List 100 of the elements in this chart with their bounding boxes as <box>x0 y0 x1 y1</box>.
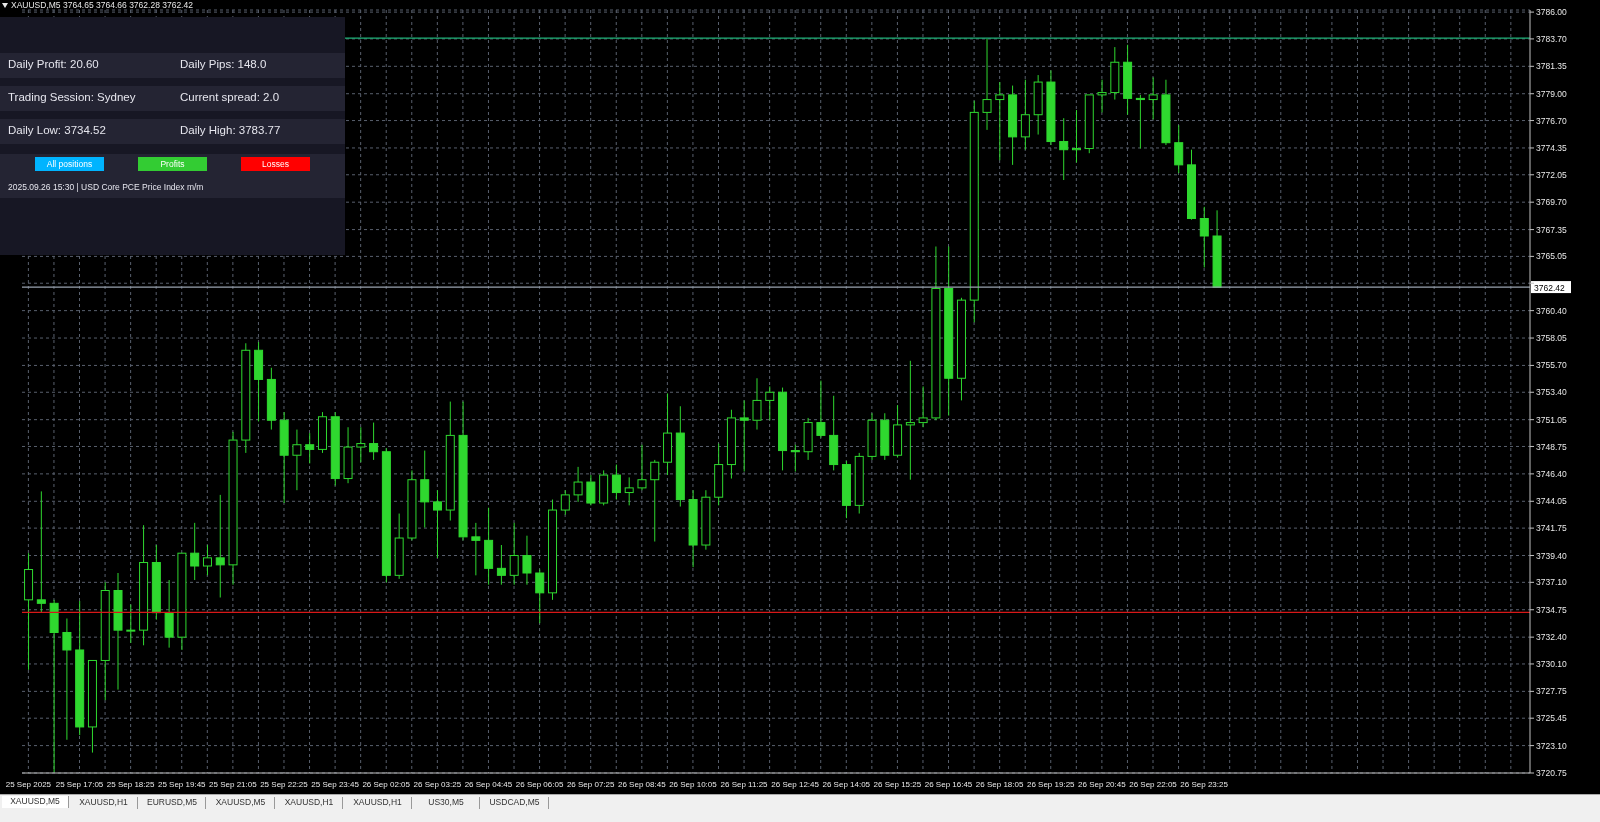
x-tick-label: 26 Sep 23:25 <box>1180 779 1229 789</box>
candlestick <box>573 466 583 503</box>
candlestick <box>995 81 1005 161</box>
annotation: Losses <box>241 157 310 171</box>
candlestick <box>496 544 506 586</box>
text: XAUUSD,M5 <box>207 797 275 809</box>
candlestick <box>611 464 621 501</box>
x-tick-label: 26 Sep 16:45 <box>924 779 973 789</box>
x-tick-label: 25 Sep 22:25 <box>260 779 309 789</box>
y-tick-label: 3746.40 <box>1536 468 1567 479</box>
y-tick-label: 3758.05 <box>1536 333 1567 344</box>
text: EURUSD,M5 <box>139 797 206 809</box>
candlestick <box>560 489 570 516</box>
y-tick-label: 3753.40 <box>1536 387 1567 398</box>
candlestick <box>62 617 72 741</box>
y-tick-label: 3755.70 <box>1536 360 1567 371</box>
y-tick-label: 3765.05 <box>1536 251 1567 262</box>
y-tick-label: 3769.70 <box>1536 197 1567 208</box>
candlestick <box>522 535 532 586</box>
text: XAUUSD,H1 <box>276 797 343 809</box>
candlestick <box>369 422 379 461</box>
x-tick-label: 26 Sep 04:45 <box>464 779 513 789</box>
candlestick <box>36 490 46 614</box>
candlestick <box>433 489 443 559</box>
y-tick-label: 3786.00 <box>1536 7 1567 18</box>
candlestick <box>982 38 992 131</box>
annotation: Current spread: 2.0 <box>180 91 280 103</box>
x-tick-label: 26 Sep 07:25 <box>566 779 616 789</box>
y-tick-label: 3767.35 <box>1536 224 1567 235</box>
candlestick <box>765 385 775 421</box>
y-tick-label: 3730.10 <box>1536 658 1567 669</box>
y-tick-label: 3783.70 <box>1536 33 1567 44</box>
x-tick-label: 26 Sep 02:05 <box>362 779 411 789</box>
candlestick <box>790 444 800 473</box>
text: XAUUSD,H1 <box>70 797 138 809</box>
y-tick-label: 3725.45 <box>1536 713 1567 724</box>
candlestick <box>918 385 928 428</box>
candlestick <box>739 399 749 473</box>
x-tick-label: 26 Sep 19:25 <box>1026 779 1076 789</box>
x-tick-label: 26 Sep 06:05 <box>515 779 564 789</box>
annotation: Daily Low: 3734.52 <box>8 124 106 136</box>
y-tick-label: 3772.05 <box>1536 169 1567 180</box>
candlestick <box>190 522 200 581</box>
y-tick-label: 3739.40 <box>1536 550 1567 561</box>
x-tick-label: 25 Sep 21:05 <box>209 779 258 789</box>
x-tick-label: 26 Sep 03:25 <box>413 779 462 789</box>
y-tick-label: 3748.75 <box>1536 441 1567 452</box>
x-tick-label: 26 Sep 11:25 <box>720 779 769 789</box>
candlestick <box>752 377 762 431</box>
candlestick <box>356 426 366 463</box>
candlestick <box>1071 109 1081 164</box>
candlestick <box>650 459 660 543</box>
y-tick-label: 3723.10 <box>1536 740 1567 751</box>
y-tick-label: 3741.75 <box>1536 523 1567 534</box>
x-tick-label: 25 Sep 17:05 <box>55 779 104 789</box>
x-tick-label: 25 Sep 2025 <box>5 779 52 789</box>
candlestick <box>586 474 596 506</box>
y-tick-label: 3779.00 <box>1536 88 1567 99</box>
annotation: 2025.09.26 15:30 | USD Core PCE Price Index m/m <box>8 182 204 192</box>
candlestick <box>1199 206 1209 268</box>
text: USDCAD,M5 <box>481 797 549 809</box>
text: XAUUSD,M5 <box>2 796 69 808</box>
candlestick <box>1135 94 1145 150</box>
x-tick-label: 26 Sep 15:25 <box>873 779 922 789</box>
candlestick <box>1059 117 1069 181</box>
ref-line-label: 3762.42 <box>1534 282 1565 293</box>
annotation: All positions <box>35 157 104 171</box>
candlestick <box>292 429 302 491</box>
candlestick <box>305 432 315 464</box>
text: XAUUSD,H1 <box>344 797 412 809</box>
candlestick <box>1174 124 1184 174</box>
candlestick <box>471 522 481 576</box>
y-tick-label: 3781.35 <box>1536 61 1567 72</box>
candlestick <box>1148 76 1158 120</box>
x-tick-label: 26 Sep 20:45 <box>1078 779 1127 789</box>
candlestick <box>202 544 212 576</box>
x-tick-label: 26 Sep 08:45 <box>618 779 667 789</box>
y-tick-label: 3720.75 <box>1536 768 1567 779</box>
candlestick <box>637 444 647 491</box>
x-tick-label: 26 Sep 22:05 <box>1129 779 1178 789</box>
y-tick-label: 3744.05 <box>1536 496 1567 507</box>
y-tick-label: 3734.75 <box>1536 604 1567 615</box>
candlestick <box>816 380 826 439</box>
candlestick <box>420 450 430 529</box>
y-tick-label: 3751.05 <box>1536 414 1567 425</box>
x-tick-label: 25 Sep 23:45 <box>311 779 360 789</box>
candlestick <box>215 494 225 598</box>
chart-title: XAUUSD,M5 3764.65 3764.66 3762.28 3762.42 <box>10 0 193 10</box>
annotation: Profits <box>138 157 207 171</box>
y-tick-label: 3727.75 <box>1536 686 1567 697</box>
candlestick <box>126 603 136 644</box>
annotation: Daily Profit: 20.60 <box>8 58 99 70</box>
x-tick-label: 26 Sep 18:05 <box>975 779 1024 789</box>
candlestick <box>1097 79 1107 113</box>
candlestick <box>624 476 634 506</box>
x-tick-label: 26 Sep 12:45 <box>771 779 820 789</box>
candlestick <box>535 569 545 624</box>
x-tick-label: 26 Sep 14:05 <box>822 779 871 789</box>
annotation: Daily Pips: 148.0 <box>180 58 267 70</box>
y-tick-label: 3732.40 <box>1536 632 1567 643</box>
